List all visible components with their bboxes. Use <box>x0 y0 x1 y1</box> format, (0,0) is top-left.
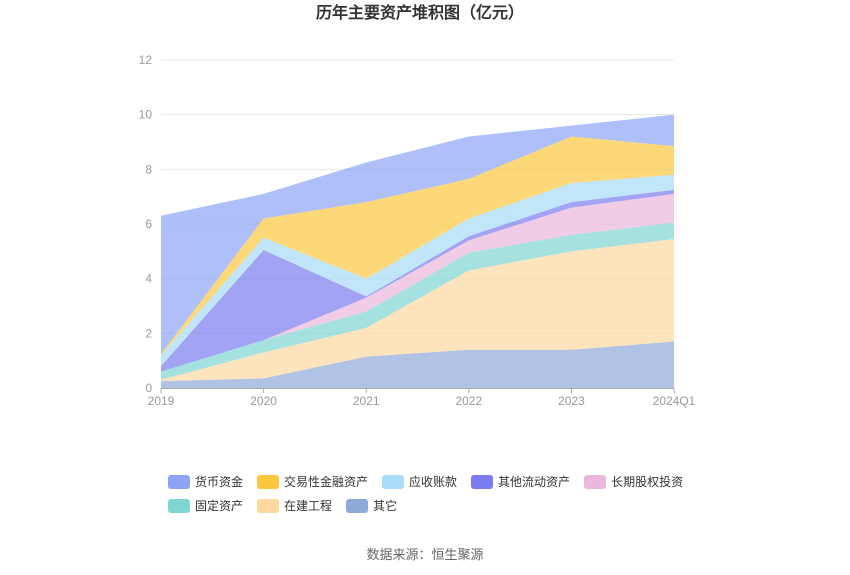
series-area-1[interactable] <box>161 136 674 356</box>
legend-item-fixed-assets[interactable]: 固定资产 <box>168 499 243 513</box>
x-tick-label: 2022 <box>455 394 482 408</box>
legend-swatch <box>382 475 405 489</box>
series-area-7[interactable] <box>161 341 674 388</box>
y-tick-label: 10 <box>139 108 153 122</box>
x-tick-label: 2024Q1 <box>653 394 696 408</box>
legend-label: 其他流动资产 <box>498 475 571 489</box>
series-area-2[interactable] <box>161 174 674 367</box>
legend-label: 其它 <box>373 499 398 513</box>
legend-label: 在建工程 <box>284 499 333 513</box>
legend-swatch <box>346 499 369 513</box>
series-area-3[interactable] <box>161 189 674 372</box>
series-area-0[interactable] <box>161 114 674 354</box>
legend-swatch <box>471 475 494 489</box>
legend-swatch <box>168 475 190 489</box>
y-tick-label: 0 <box>145 381 152 395</box>
legend-label: 固定资产 <box>195 499 244 513</box>
series-area-4[interactable] <box>161 193 674 372</box>
x-tick-label: 2021 <box>353 394 380 408</box>
data-source-note: 数据来源：恒生聚源 <box>366 547 484 562</box>
legend-label: 长期股权投资 <box>611 475 684 489</box>
legend-label: 应收账款 <box>409 475 458 489</box>
legend-swatch <box>257 475 280 489</box>
y-tick-label: 8 <box>145 162 152 176</box>
legend-item-other[interactable]: 其它 <box>346 499 397 513</box>
legend-swatch <box>257 499 280 513</box>
legend-label: 货币资金 <box>195 475 244 489</box>
legend-item-accounts-receivable[interactable]: 应收账款 <box>382 475 457 489</box>
chart-title: 历年主要资产堆积图（亿元） <box>315 5 524 22</box>
legend-item-long-term-equity-investment[interactable]: 长期股权投资 <box>584 475 683 489</box>
axes: 0 2 4 6 8 10 12 2019 2020 2021 2022 2023 2024Q1 <box>139 53 696 408</box>
x-tick-label: 2023 <box>558 394 585 408</box>
series-area-6[interactable] <box>161 239 674 382</box>
x-tick-label: 2019 <box>148 394 175 408</box>
legend-item-cash[interactable]: 货币资金 <box>168 475 243 489</box>
area-series-group <box>161 114 674 388</box>
y-tick-label: 2 <box>145 326 152 340</box>
legend-item-construction-in-progress[interactable]: 在建工程 <box>257 499 332 513</box>
legend-item-trading-financial-assets[interactable]: 交易性金融资产 <box>257 475 368 489</box>
legend: 货币资金 交易性金融资产 应收账款 其他流动资产 长期股权投资 固定资产 在建工… <box>168 475 688 513</box>
y-tick-label: 4 <box>145 272 152 286</box>
legend-label: 交易性金融资产 <box>284 475 369 489</box>
legend-swatch <box>584 475 607 489</box>
y-tick-label: 12 <box>139 53 153 67</box>
legend-item-other-current-assets[interactable]: 其他流动资产 <box>471 475 570 489</box>
y-tick-label: 6 <box>145 217 152 231</box>
legend-swatch <box>168 499 190 513</box>
x-tick-label: 2020 <box>250 394 277 408</box>
series-area-5[interactable] <box>161 222 674 380</box>
